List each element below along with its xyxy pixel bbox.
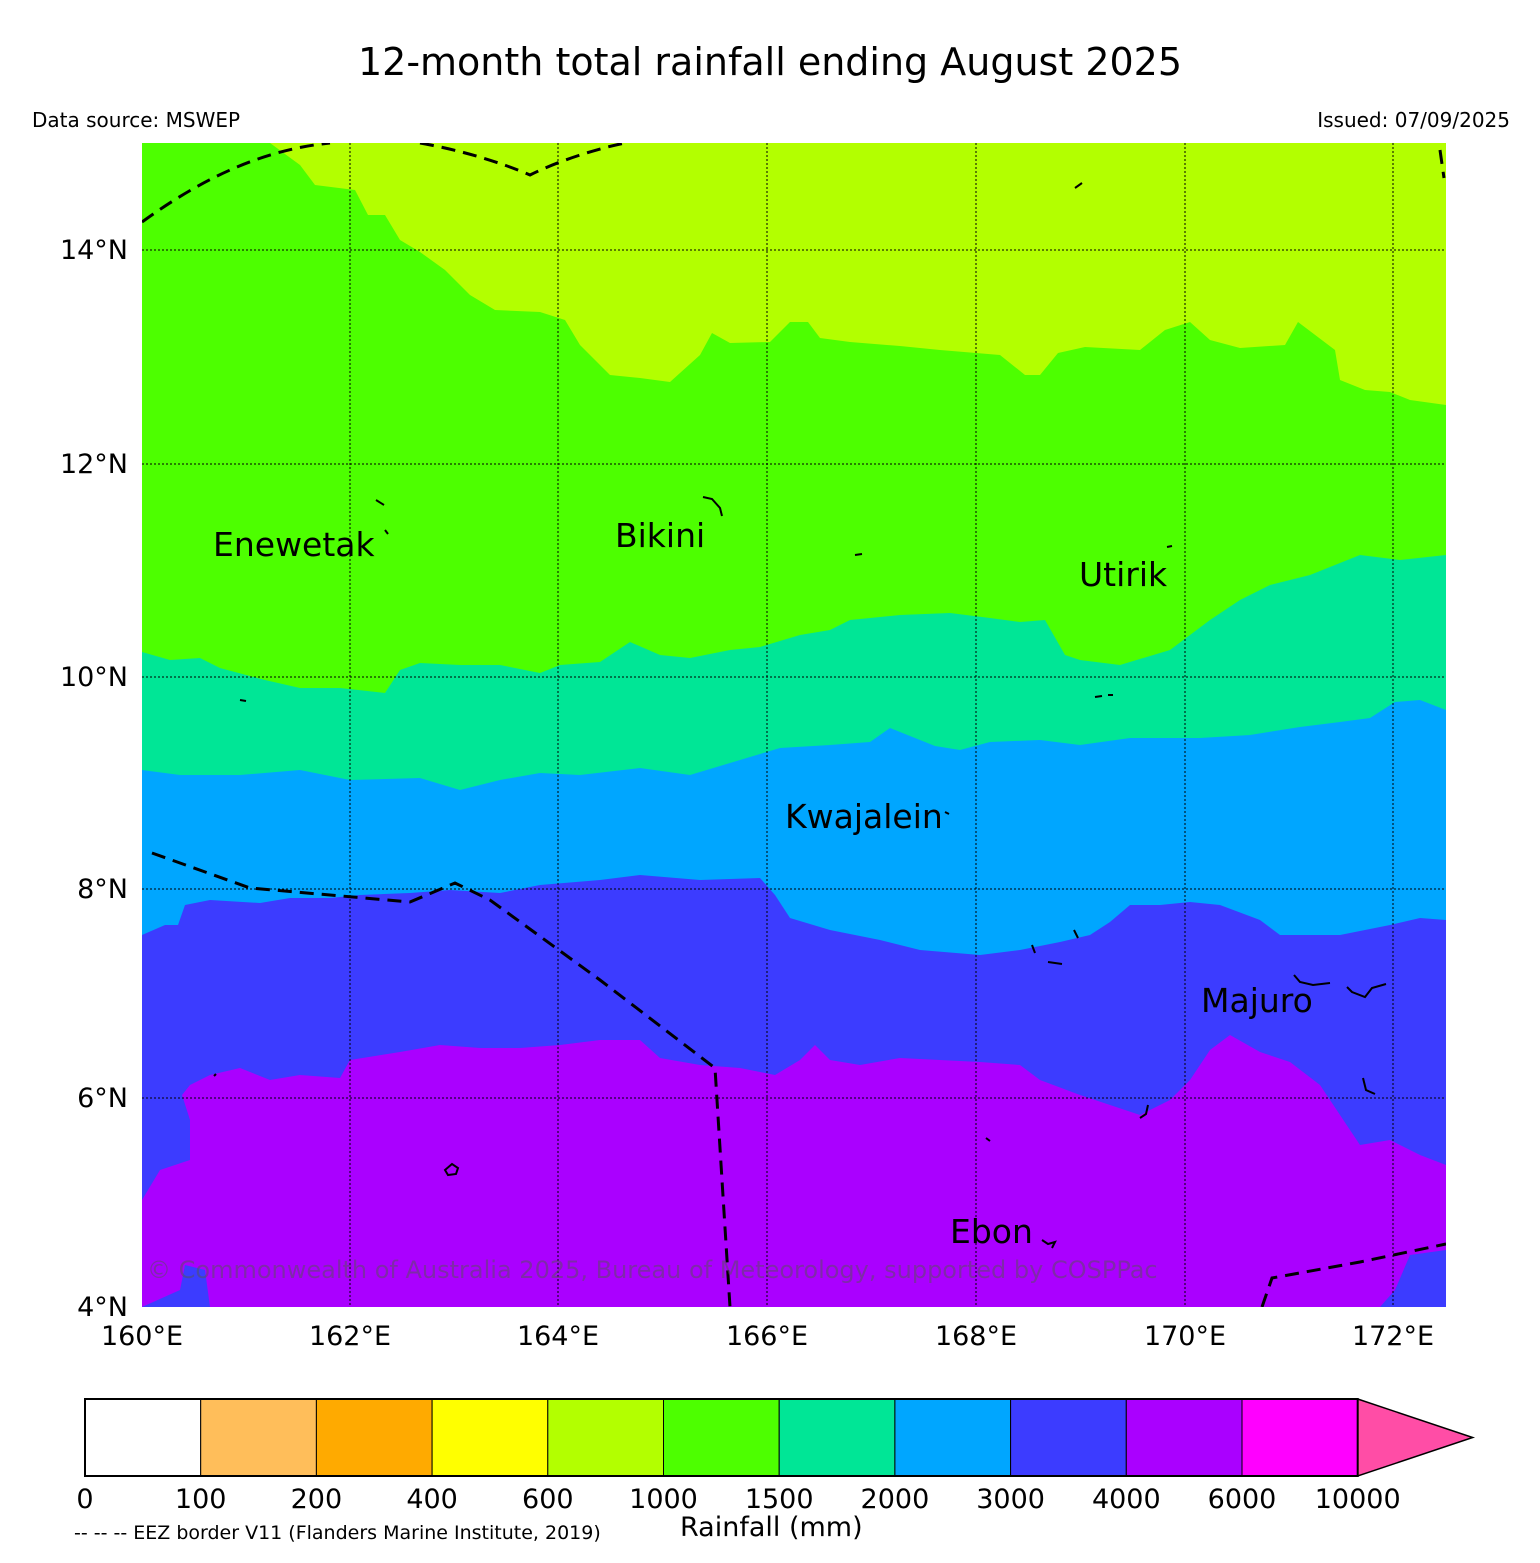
- colorbar-swatch-400: [431, 1398, 549, 1477]
- colorbar-label-400: 400: [406, 1484, 458, 1515]
- colorbar-label-3000: 3000: [976, 1484, 1045, 1515]
- lon-tick-164e: 164°E: [517, 1321, 599, 1352]
- issued-date: Issued: 07/09/2025: [1317, 108, 1510, 132]
- colorbar-label-100: 100: [175, 1484, 227, 1515]
- colorbar-labels: 0 100 200 400 600 1000 1500 2000 3000 4000 6000 100…: [76, 1484, 1400, 1515]
- lat-axis-labels: 14°N 12°N 10°N 8°N 6°N 4°N: [60, 235, 128, 1323]
- place-majuro: Majuro: [1201, 981, 1313, 1020]
- atoll-outlines: [213, 182, 1387, 1249]
- lon-tick-166e: 166°E: [726, 1321, 808, 1352]
- colorbar-swatch-1500: [778, 1398, 896, 1477]
- place-kwajalein: Kwajalein: [785, 797, 943, 836]
- lon-tick-160e: 160°E: [101, 1321, 183, 1352]
- colorbar-swatch-200: [315, 1398, 433, 1477]
- place-enewetak: Enewetak: [213, 525, 376, 564]
- copyright-watermark: © Commonwealth of Australia 2025, Bureau…: [147, 1256, 1158, 1284]
- colorbar-label-4000: 4000: [1092, 1484, 1161, 1515]
- colorbar-swatch-100: [200, 1398, 317, 1477]
- eez-border-east: [1260, 1242, 1446, 1307]
- colorbar-swatch-0: [84, 1398, 202, 1477]
- map-title: 12-month total rainfall ending August 20…: [357, 40, 1183, 84]
- lat-tick-8n: 8°N: [77, 874, 128, 905]
- place-labels: Enewetak Bikini Utirik Kwajalein Majuro …: [213, 516, 1313, 1251]
- eez-border-ne: [1438, 149, 1446, 179]
- colorbar-swatch-4000: [1125, 1398, 1243, 1477]
- place-utirik: Utirik: [1079, 555, 1168, 594]
- gridlines: [142, 143, 1446, 1307]
- lat-tick-6n: 6°N: [77, 1083, 128, 1114]
- colorbar-label-0: 0: [76, 1484, 93, 1515]
- colorbar-swatch-1000: [663, 1398, 780, 1477]
- lon-tick-172e: 172°E: [1352, 1321, 1434, 1352]
- colorbar-label-2000: 2000: [861, 1484, 930, 1515]
- eez-border-north: [142, 143, 626, 224]
- colorbar-label-200: 200: [291, 1484, 343, 1515]
- colorbar-swatch-3000: [1010, 1398, 1127, 1477]
- colorbar-border: [84, 1398, 1359, 1477]
- lat-tick-10n: 10°N: [60, 662, 128, 693]
- colorbar-swatch-600: [547, 1398, 664, 1477]
- place-ebon: Ebon: [950, 1212, 1033, 1251]
- lon-tick-168e: 168°E: [935, 1321, 1017, 1352]
- lat-tick-14n: 14°N: [60, 235, 128, 266]
- colorbar-swatch-2000: [894, 1398, 1012, 1477]
- colorbar-label-6000: 6000: [1208, 1484, 1277, 1515]
- rainfall-bands: [142, 143, 1446, 1307]
- colorbar-label-600: 600: [522, 1484, 574, 1515]
- lat-tick-4n: 4°N: [77, 1292, 128, 1323]
- colorbar-swatch-6000: [1241, 1398, 1359, 1477]
- band-4000-6000: [142, 1035, 1446, 1307]
- eez-borders: [142, 143, 1446, 1307]
- colorbar-label-1000: 1000: [629, 1484, 698, 1515]
- lon-axis-labels: 160°E 162°E 164°E 166°E 168°E 170°E 172°…: [101, 1321, 1434, 1352]
- eez-border-west: [151, 851, 732, 1307]
- lat-tick-12n: 12°N: [60, 449, 128, 480]
- colorbar-title: Rainfall (mm): [680, 1512, 863, 1543]
- place-bikini: Bikini: [615, 516, 705, 555]
- lon-tick-162e: 162°E: [309, 1321, 391, 1352]
- data-source: Data source: MSWEP: [32, 108, 241, 132]
- colorbar: [84, 1397, 1476, 1478]
- colorbar-label-1500: 1500: [745, 1484, 814, 1515]
- colorbar-label-10000: 10000: [1315, 1484, 1401, 1515]
- lon-tick-170e: 170°E: [1144, 1321, 1226, 1352]
- eez-note: -- -- -- EEZ border V11 (Flanders Marine…: [74, 1522, 601, 1544]
- colorbar-extend-arrow: [1356, 1397, 1476, 1478]
